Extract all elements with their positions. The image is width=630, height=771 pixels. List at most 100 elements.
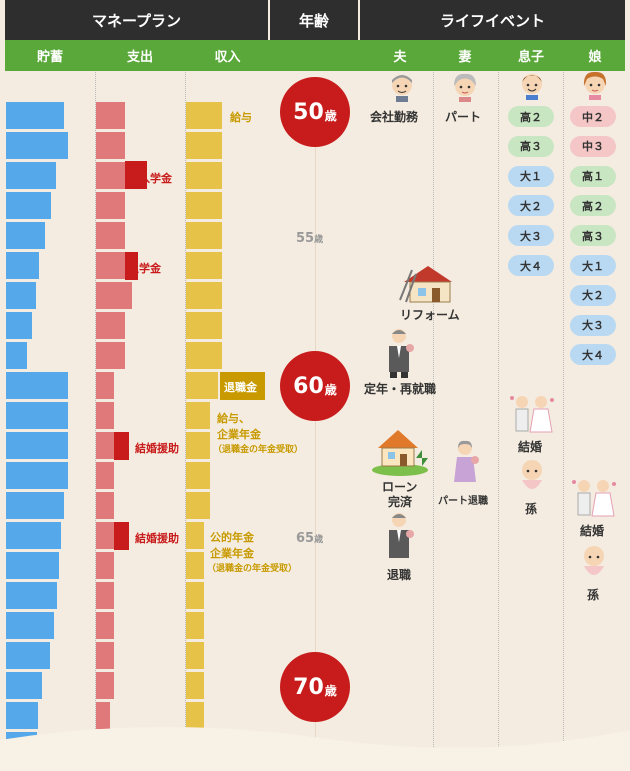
reform-text: リフォーム — [400, 308, 460, 322]
col-income: 収入 — [214, 50, 241, 65]
wife-face-icon — [454, 73, 476, 102]
col-savings: 貯蓄 — [36, 50, 63, 65]
salary-pension-label: 給与、 — [217, 412, 250, 425]
expense-bar — [96, 132, 125, 159]
entrance-fee-bar — [125, 252, 138, 280]
daughter-wedding-icon — [572, 480, 616, 517]
expense-bar — [96, 162, 125, 189]
income-bar — [186, 462, 210, 489]
expense-bar — [96, 192, 125, 219]
husband-face-icon — [392, 75, 412, 102]
divider — [185, 72, 186, 771]
col-son: 息子 — [517, 50, 544, 65]
income-bar — [186, 522, 204, 549]
son-school-pill: 大３ — [508, 225, 554, 247]
income-bar — [186, 432, 210, 459]
income-bar — [186, 252, 222, 279]
house-loan-icon — [372, 430, 428, 476]
retire-rehire-text: 定年・再就職 — [364, 382, 437, 396]
house-reform-icon — [399, 266, 452, 303]
husband-suit-icon — [389, 329, 414, 378]
son-wedding-text: 結婚 — [518, 440, 543, 454]
age-60-marker: 60 歳 — [280, 351, 350, 421]
expense-bar — [96, 282, 132, 309]
savings-bar — [6, 312, 32, 339]
son-grandchild-text: 孫 — [525, 502, 538, 516]
daughter-school-pill: 中３ — [570, 135, 616, 157]
loan-paid-text: 完済 — [388, 495, 413, 509]
daughter-school-pill: 中２ — [570, 106, 616, 127]
daughter-grandchild-icon — [584, 546, 604, 575]
public-pension-label: 公的年金 — [210, 531, 254, 544]
wave-footer — [0, 726, 630, 771]
husband-job-text: 会社勤務 — [370, 110, 419, 124]
expense-bar — [96, 402, 114, 429]
header-life-events: ライフイベント — [360, 0, 625, 40]
income-bar — [186, 702, 204, 729]
age-55-marker: 55歳 — [296, 231, 324, 246]
daughter-school-pill: 大２ — [570, 284, 616, 306]
col-daughter: 娘 — [588, 50, 602, 65]
header-age: 年齢 — [270, 0, 358, 40]
savings-bar — [6, 162, 56, 189]
son-school-pill: 大４ — [508, 255, 554, 276]
savings-bar — [6, 552, 59, 579]
savings-bar — [6, 222, 45, 249]
expense-bar — [96, 642, 114, 669]
daughter-school-pill: 高１ — [570, 165, 616, 187]
divider — [563, 72, 564, 771]
age-50-marker: 50 歳 — [280, 77, 350, 147]
savings-bar — [6, 492, 64, 519]
expense-bar — [96, 582, 114, 609]
daughter-school-pill: 高２ — [570, 195, 616, 217]
age-axis-line — [315, 110, 316, 771]
daughter-school-pill: 大１ — [570, 255, 616, 276]
savings-bar — [6, 192, 51, 219]
daughter-school-pill: 大４ — [570, 344, 616, 366]
column-header-bar — [5, 40, 625, 71]
wife-job-text: パート — [445, 110, 482, 124]
son-school-pill: 大１ — [508, 165, 554, 187]
expense-bar — [96, 342, 125, 369]
expense-bar — [96, 222, 125, 249]
savings-bar — [6, 642, 50, 669]
husband-retire-icon — [389, 513, 414, 558]
savings-bar — [6, 612, 54, 639]
income-bar — [186, 582, 204, 609]
income-bar — [186, 672, 204, 699]
salary-pension-label: 企業年金 — [217, 428, 261, 441]
wedding-support-bar — [114, 432, 129, 460]
divider — [498, 72, 499, 771]
savings-bar — [6, 522, 61, 549]
income-bar — [186, 612, 204, 639]
savings-bar — [6, 372, 68, 399]
expense-bar — [96, 432, 114, 459]
son-school-pill: 大２ — [508, 195, 554, 217]
son-school-pill: 高３ — [508, 135, 554, 157]
savings-bar — [6, 432, 68, 459]
daughter-grandchild-text: 孫 — [587, 588, 600, 602]
income-bar — [186, 492, 210, 519]
savings-bar — [6, 282, 36, 309]
expense-bar — [96, 612, 114, 639]
entrance-fee-bar — [125, 161, 147, 189]
savings-bar — [6, 582, 57, 609]
expense-bar — [96, 522, 114, 549]
expense-bar — [96, 312, 125, 339]
expense-bar — [96, 372, 114, 399]
wedding-support-label: 結婚援助 — [135, 532, 179, 545]
col-husband: 夫 — [393, 50, 407, 65]
income-bar — [186, 312, 222, 339]
income-bar — [186, 552, 204, 579]
savings-bar — [6, 402, 68, 429]
savings-bar — [6, 672, 42, 699]
retire-text: 退職 — [387, 568, 412, 582]
son-grandchild-icon — [522, 460, 542, 489]
pension-note: （退職金の年金受取） — [207, 564, 298, 574]
income-bar — [186, 282, 222, 309]
savings-bar — [6, 342, 27, 369]
pension-note: （退職金の年金受取） — [213, 445, 304, 455]
age-65-marker: 65歳 — [296, 531, 324, 546]
expense-bar — [96, 552, 114, 579]
age-70-marker: 70 歳 — [280, 652, 350, 722]
